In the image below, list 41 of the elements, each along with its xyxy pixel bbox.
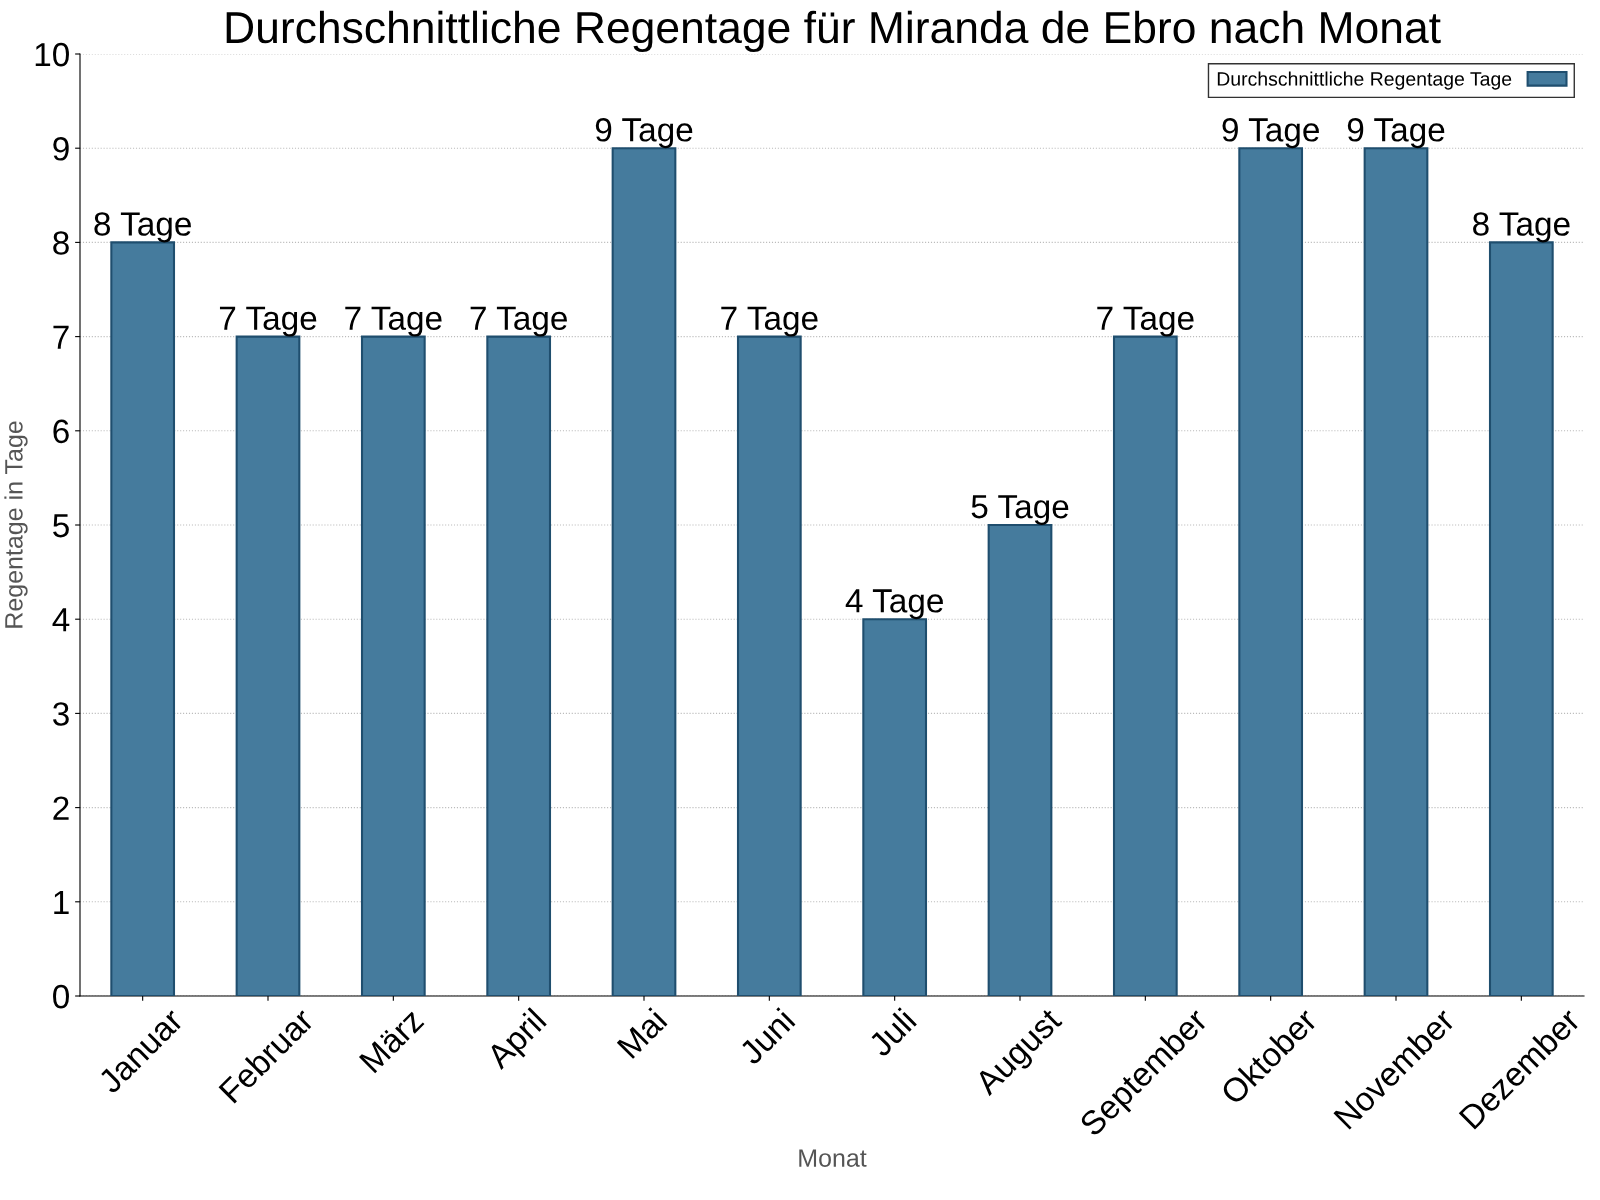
- y-tick-label: 9: [53, 137, 69, 161]
- y-axis-title: Regentage in Tage: [4, 421, 28, 628]
- data-label: 7 Tage: [721, 306, 818, 337]
- x-axis-title: Monat: [799, 1149, 867, 1167]
- y-tick-label: 8: [53, 231, 69, 255]
- bar: [235, 335, 301, 996]
- data-label: 9 Tage: [1347, 118, 1445, 149]
- y-tick-label: 3: [53, 702, 69, 726]
- bar: [1363, 147, 1429, 996]
- bar: [1238, 147, 1304, 996]
- data-label: 7 Tage: [345, 306, 442, 337]
- y-tick-label: 0: [53, 984, 69, 1009]
- x-tick-label: Mai: [615, 1007, 668, 1060]
- y-tick-label: 2: [53, 796, 69, 820]
- bar: [736, 335, 802, 996]
- bar: [862, 618, 928, 996]
- data-label: 8 Tage: [94, 212, 191, 243]
- data-label: 5 Tage: [971, 495, 1069, 525]
- bar: [486, 335, 552, 996]
- y-tick-label: 4: [52, 608, 70, 632]
- data-label: 9 Tage: [595, 118, 693, 149]
- chart-title: Durchschnittliche Regentage für Miranda de Ebro nach Monat: [226, 10, 1441, 53]
- y-tick-label: 10: [35, 42, 69, 67]
- data-label: 8 Tage: [1473, 212, 1570, 243]
- bar: [360, 335, 426, 996]
- bar: [611, 147, 677, 996]
- y-tick-label: 7: [53, 325, 69, 349]
- data-label: 7 Tage: [219, 306, 317, 337]
- y-tick-label: 6: [53, 419, 69, 444]
- data-label: 4 Tage: [845, 589, 943, 620]
- bar: [110, 241, 176, 996]
- data-label: 7 Tage: [470, 306, 567, 337]
- legend-label: Durchschnittliche Regentage Tage: [1217, 71, 1512, 90]
- y-tick-label: 1: [54, 890, 69, 914]
- x-tick-label: Juli: [866, 1007, 918, 1059]
- data-label: 9 Tage: [1222, 118, 1319, 149]
- y-tick-label: 5: [53, 514, 69, 538]
- bar: [1112, 335, 1178, 996]
- data-label: 7 Tage: [1097, 306, 1194, 337]
- bar: [1488, 241, 1554, 996]
- bar: [987, 523, 1053, 996]
